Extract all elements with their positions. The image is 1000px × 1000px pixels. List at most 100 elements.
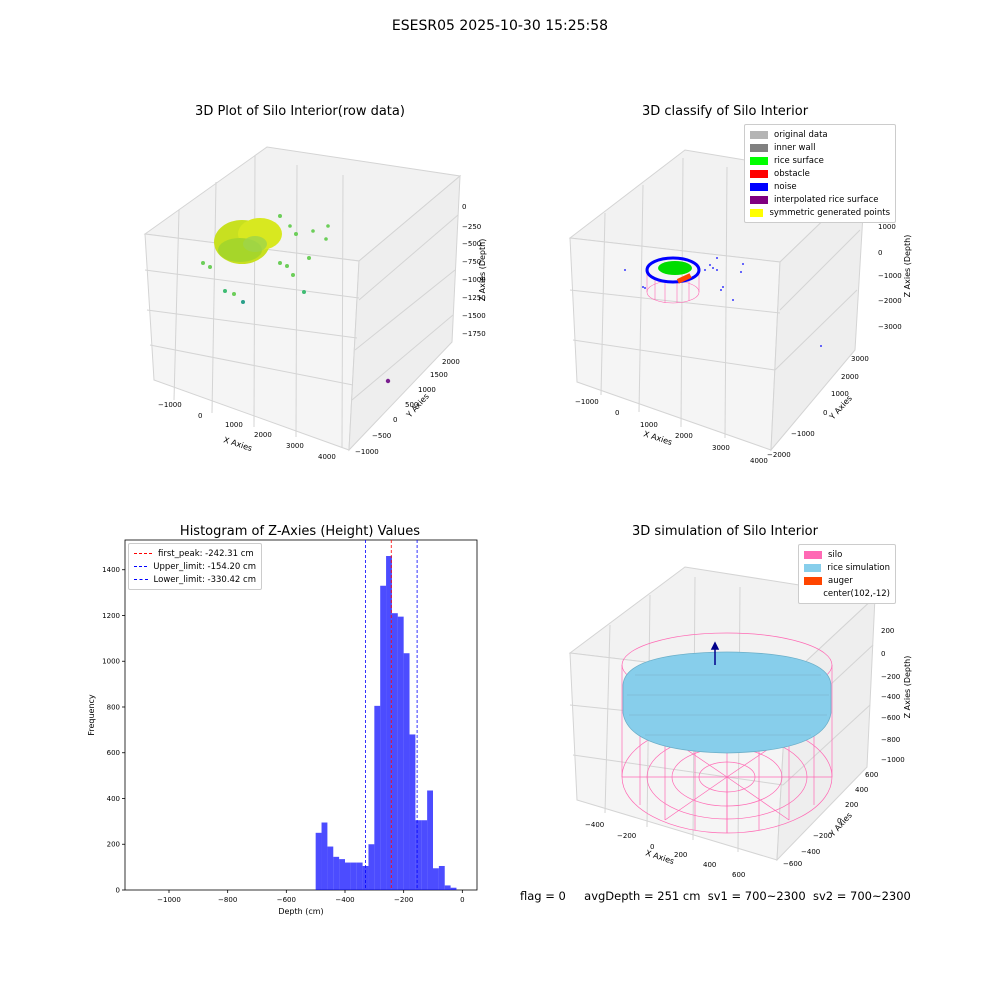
histogram-bar [397, 616, 404, 890]
simulation-z-tick: −400 [881, 693, 900, 701]
simulation-y-tick: 0 [837, 817, 841, 825]
classify-legend-item: interpolated rice surface [750, 193, 890, 206]
legend-swatch [750, 143, 768, 152]
histogram-y-ticks: 0 200 400 600 800 1000 1200 1400 [102, 566, 125, 895]
histogram-reference-lines [365, 540, 418, 890]
classify-x-tick: −1000 [575, 398, 599, 406]
raw-x-tick: 2000 [254, 431, 272, 439]
raw-z-tick: 0 [462, 203, 466, 211]
classify-legend-item: obstacle [750, 167, 890, 180]
histogram-bar [403, 653, 410, 890]
histogram-y-tick-label: 200 [107, 841, 120, 849]
simulation-y-tick: −600 [783, 860, 802, 868]
simulation-legend-item: center(102,-12) [804, 587, 890, 600]
histogram-legend-item: Lower_limit: -330.42 cm [134, 573, 256, 586]
histogram-bar [333, 856, 340, 890]
simulation-x-tick: 200 [674, 851, 687, 859]
histogram-y-axis-label: Frequency [87, 694, 96, 736]
classify-x-tick: 1000 [640, 421, 658, 429]
histogram-y-tick-label: 1200 [102, 612, 120, 620]
legend-swatch [750, 182, 768, 191]
status-avg-depth: avgDepth = 251 cm [584, 889, 701, 903]
status-flag: flag = 0 [520, 889, 566, 903]
legend-swatch [804, 589, 818, 598]
legend-swatch [804, 576, 822, 585]
simulation-z-tick: −200 [881, 673, 900, 681]
classify-x-tick: 4000 [750, 457, 768, 465]
figure-title: ESESR05 2025-10-30 15:25:58 [391, 18, 609, 34]
classify-obstacle [676, 273, 692, 284]
classify-legend-item: symmetric generated points [750, 206, 890, 219]
histogram-bar [356, 862, 363, 890]
classify-x-tick: 2000 [675, 432, 693, 440]
histogram-x-axis-label: Depth (cm) [278, 907, 323, 916]
raw-x-tick: 3000 [286, 442, 304, 450]
classify-y-tick: 1000 [831, 390, 849, 398]
status-line: flag = 0 avgDepth = 251 cm sv1 = 700~230… [520, 889, 911, 903]
raw-y-tick: 1500 [430, 371, 448, 379]
raw-y-tick: 2000 [442, 358, 460, 366]
raw-far-outlier-point [385, 378, 391, 384]
simulation-z-tick: −1000 [881, 756, 905, 764]
legend-swatch [750, 195, 768, 204]
raw-x-tick: 1000 [225, 421, 243, 429]
raw-z-tick-labels: 0 −250 −500 −750 −1000 −1250 −1500 −1750 [462, 203, 486, 338]
simulation-auger [710, 641, 720, 665]
raw-point-cloud [214, 218, 282, 264]
legend-line [134, 553, 152, 554]
raw-z-tick: −1000 [462, 276, 486, 284]
histogram-bar [386, 556, 392, 890]
histogram-y-tick-label: 0 [116, 887, 120, 895]
histogram-bar [444, 885, 451, 890]
classify-z-tick: 1000 [878, 223, 896, 231]
legend-swatch [750, 169, 768, 178]
raw-x-tick: 0 [198, 412, 202, 420]
simulation-y-tick: −400 [801, 848, 820, 856]
raw-y-tick: 0 [393, 416, 397, 424]
legend-line [134, 566, 148, 567]
simulation-y-tick: −200 [813, 832, 832, 840]
simulation-x-tick: 400 [703, 861, 716, 869]
raw-z-tick: −1750 [462, 330, 486, 338]
raw-z-tick: −1500 [462, 312, 486, 320]
legend-swatch [750, 208, 764, 217]
classify-noise-ring [645, 256, 701, 284]
legend-swatch [804, 563, 822, 572]
simulation-rice-surface [622, 651, 832, 754]
histogram-x-tick-label: −200 [394, 896, 413, 904]
simulation-legend-item: rice simulation [804, 561, 890, 574]
classify-legend: original data inner wall rice surface ob… [744, 124, 896, 223]
raw-y-tick: 1000 [418, 386, 436, 394]
histogram-bar [380, 585, 387, 890]
raw-x-tick-labels: −1000 0 1000 2000 3000 4000 [158, 401, 336, 461]
histogram-bar [350, 862, 357, 890]
histogram-legend-item: Upper_limit: -154.20 cm [134, 560, 256, 573]
raw-x-tick: −1000 [158, 401, 182, 409]
simulation-x-tick: 0 [650, 843, 654, 851]
histogram-x-tick-label: −800 [218, 896, 237, 904]
histogram-bar [427, 790, 433, 890]
classify-legend-item: rice surface [750, 154, 890, 167]
histogram-x-tick-label: −600 [277, 896, 296, 904]
classify-y-tick: −1000 [791, 430, 815, 438]
raw-y-tick: 500 [405, 401, 418, 409]
histogram-y-tick-label: 800 [107, 703, 120, 711]
raw-x-axis-label: X Axies [222, 435, 253, 453]
classify-legend-item: inner wall [750, 141, 890, 154]
classify-y-tick: 2000 [841, 373, 859, 381]
status-sv2: sv2 = 700~2300 [812, 889, 911, 903]
histogram-legend: first_peak: -242.31 cm Upper_limit: -154… [128, 543, 262, 590]
classify-y-tick: −2000 [767, 451, 791, 459]
classify-x-tick: 3000 [712, 444, 730, 452]
histogram-bar [450, 887, 457, 890]
simulation-y-tick: 600 [865, 771, 878, 779]
histogram-legend-item: first_peak: -242.31 cm [134, 547, 256, 560]
histogram-bar [415, 820, 422, 890]
classify-x-tick: 0 [615, 409, 619, 417]
simulation-3d-plot: 200 0 −200 −400 −600 −800 −1000 Z Axies … [568, 566, 912, 879]
histogram-y-tick-label: 1000 [102, 658, 120, 666]
simulation-z-tick: 0 [881, 650, 885, 658]
raw-z-tick: −250 [462, 223, 481, 231]
legend-swatch [804, 550, 822, 559]
legend-swatch [750, 156, 768, 165]
